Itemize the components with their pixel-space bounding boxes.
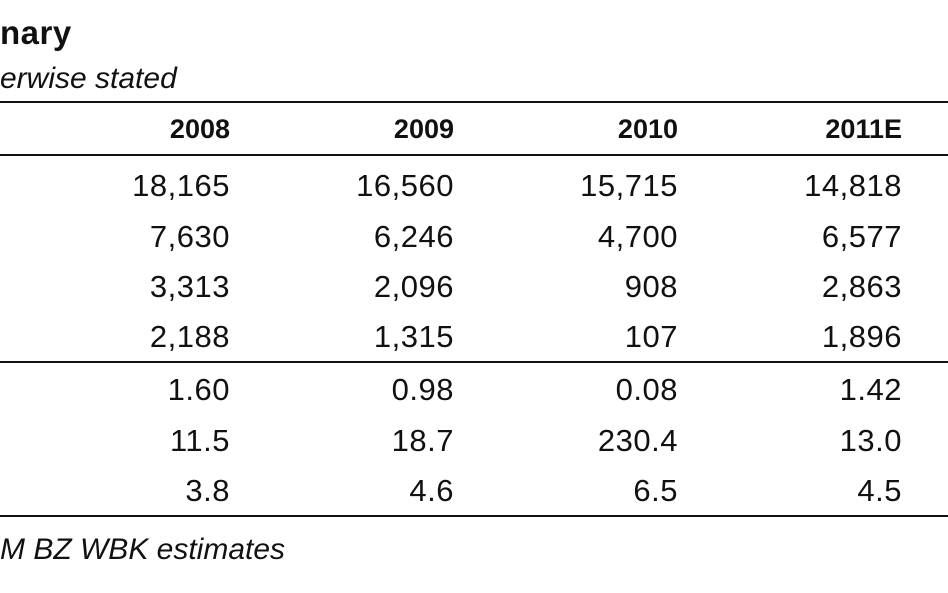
section-rule <box>0 361 948 363</box>
table-cell: 1.42 <box>839 372 902 407</box>
table-cell: 18.7 <box>391 423 454 458</box>
column-header-2010: 2010 <box>617 114 678 144</box>
table-cell: 0.08 <box>615 372 678 407</box>
table-cell: 18,165 <box>132 168 230 203</box>
table-cell: 4.6 <box>409 473 454 508</box>
table-cell: 1.60 <box>167 372 230 407</box>
table-cell: 3.8 <box>185 473 230 508</box>
table-cell: 1,896 <box>821 319 902 354</box>
header-rule <box>0 154 948 156</box>
table-cell: 3,313 <box>149 269 230 304</box>
table-cell: 1,315 <box>373 319 454 354</box>
table-cell: 15,715 <box>580 168 678 203</box>
table-cell: 4.5 <box>857 473 902 508</box>
table-cell: 2,188 <box>149 319 230 354</box>
column-header-2011e: 2011E <box>825 114 902 144</box>
table-cell: 6,246 <box>373 219 454 254</box>
table-cell: 2,863 <box>821 269 902 304</box>
column-header-2009: 2009 <box>393 114 454 144</box>
table-cell: 7,630 <box>149 219 230 254</box>
table-cell: 908 <box>624 269 678 304</box>
source-note: M BZ WBK estimates <box>0 533 286 566</box>
table-cell: 0.98 <box>391 372 454 407</box>
table-cell: 13.0 <box>839 423 902 458</box>
top-rule <box>0 101 948 103</box>
bottom-rule <box>0 515 948 517</box>
table-cell: 6,577 <box>821 219 902 254</box>
page-title: nary <box>0 14 72 51</box>
table-cell: 107 <box>624 319 678 354</box>
table-cell: 11.5 <box>169 423 230 458</box>
table-cell: 230.4 <box>597 423 678 458</box>
page-subtitle: erwise stated <box>0 62 177 95</box>
table-cell: 2,096 <box>373 269 454 304</box>
table-cell: 6.5 <box>633 473 678 508</box>
table-cell: 4,700 <box>597 219 678 254</box>
column-header-2008: 2008 <box>169 114 230 144</box>
table-cell: 14,818 <box>804 168 902 203</box>
table-cell: 16,560 <box>356 168 454 203</box>
